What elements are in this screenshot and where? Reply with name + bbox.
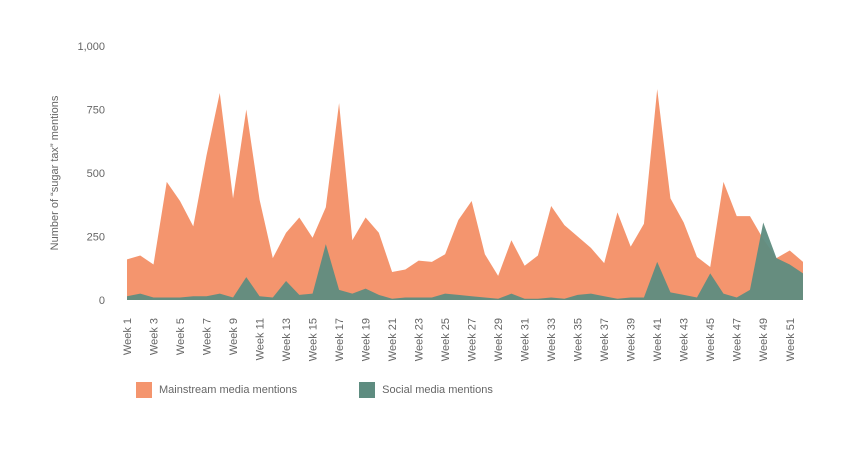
x-tick-label: Week 9 xyxy=(228,318,240,355)
y-tick-label: 750 xyxy=(87,105,105,117)
x-tick-label: Week 29 xyxy=(493,318,505,361)
area-series xyxy=(127,89,803,301)
legend-item-social: Social media mentions xyxy=(359,382,493,398)
y-tick-label: 0 xyxy=(99,295,105,307)
legend-label-mainstream: Mainstream media mentions xyxy=(159,384,298,396)
x-tick-label: Week 45 xyxy=(705,318,717,361)
area-mainstream-media xyxy=(127,89,803,301)
y-tick-label: 250 xyxy=(87,232,105,244)
x-tick-label: Week 7 xyxy=(202,318,214,355)
x-tick-label: Week 17 xyxy=(334,318,346,361)
x-tick-label: Week 49 xyxy=(758,318,770,361)
x-tick-label: Week 41 xyxy=(652,318,664,361)
x-tick-label: Week 33 xyxy=(546,318,558,361)
x-tick-label: Week 21 xyxy=(387,318,399,361)
legend-label-social: Social media mentions xyxy=(382,384,493,396)
x-tick-label: Week 39 xyxy=(626,318,638,361)
x-tick-label: Week 3 xyxy=(149,318,161,355)
x-tick-label: Week 23 xyxy=(414,318,426,361)
x-tick-label: Week 51 xyxy=(785,318,797,361)
y-tick-label: 1,000 xyxy=(77,41,105,53)
x-tick-label: Week 31 xyxy=(520,318,532,361)
legend-swatch-social xyxy=(359,382,376,398)
y-axis-title: Number of “sugar tax” mentions xyxy=(49,95,61,250)
legend: Mainstream media mentions Social media m… xyxy=(136,382,555,398)
y-axis-ticks: 0 250 500 750 1,000 xyxy=(77,41,105,307)
x-tick-label: Week 5 xyxy=(175,318,187,355)
x-tick-label: Week 1 xyxy=(122,318,134,355)
y-tick-label: 500 xyxy=(87,168,105,180)
legend-item-mainstream: Mainstream media mentions xyxy=(136,382,297,398)
x-tick-label: Week 13 xyxy=(281,318,293,361)
x-tick-label: Week 37 xyxy=(599,318,611,361)
x-tick-label: Week 35 xyxy=(573,318,585,361)
x-tick-label: Week 19 xyxy=(361,318,373,361)
x-tick-label: Week 47 xyxy=(732,318,744,361)
x-tick-label: Week 27 xyxy=(467,318,479,361)
x-tick-label: Week 43 xyxy=(679,318,691,361)
x-tick-label: Week 25 xyxy=(440,318,452,361)
x-tick-label: Week 11 xyxy=(255,318,267,360)
x-tick-label: Week 15 xyxy=(308,318,320,361)
legend-swatch-mainstream xyxy=(136,382,152,398)
x-axis-ticks: Week 1 Week 3 Week 5 Week 7 Week 9 Week 11 Wee… xyxy=(122,318,797,361)
